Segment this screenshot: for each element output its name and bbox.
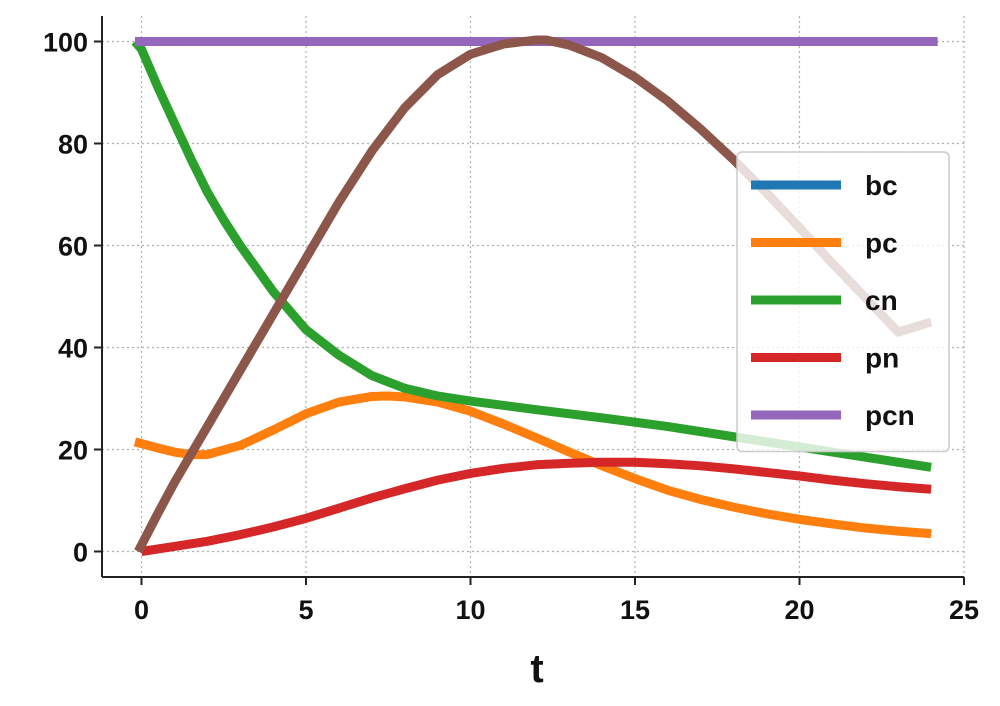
x-tick-label: 10 <box>455 595 485 625</box>
series-line-pc <box>133 391 932 539</box>
x-tick-label: 5 <box>298 595 313 625</box>
x-tick-label: 15 <box>620 595 650 625</box>
series-line-cn <box>131 38 932 472</box>
y-tick-label: 80 <box>58 130 88 160</box>
legend: bc pc cn pn pcn <box>736 151 950 453</box>
legend-label-cn: cn <box>865 285 898 316</box>
y-tick-label: 100 <box>43 28 88 58</box>
x-tick-label: 25 <box>949 595 979 625</box>
x-tick-label: 0 <box>134 595 149 625</box>
x-axis-label: t <box>530 647 543 691</box>
legend-label-bc: bc <box>865 170 898 201</box>
legend-label-pn: pn <box>865 343 899 374</box>
legend-box <box>736 151 950 453</box>
legend-label-pcn: pcn <box>865 400 915 431</box>
axes <box>101 16 964 578</box>
series-line-pn <box>140 457 932 556</box>
legend-label-pc: pc <box>865 228 898 259</box>
y-tick-label: 20 <box>58 436 88 466</box>
y-tick-label: 60 <box>58 232 88 262</box>
x-tick-label: 20 <box>784 595 814 625</box>
y-tick-label: 0 <box>73 538 88 568</box>
ticks: 0 5 10 15 20 25 0 20 40 60 80 100 <box>43 28 979 626</box>
y-tick-label: 40 <box>58 334 88 364</box>
